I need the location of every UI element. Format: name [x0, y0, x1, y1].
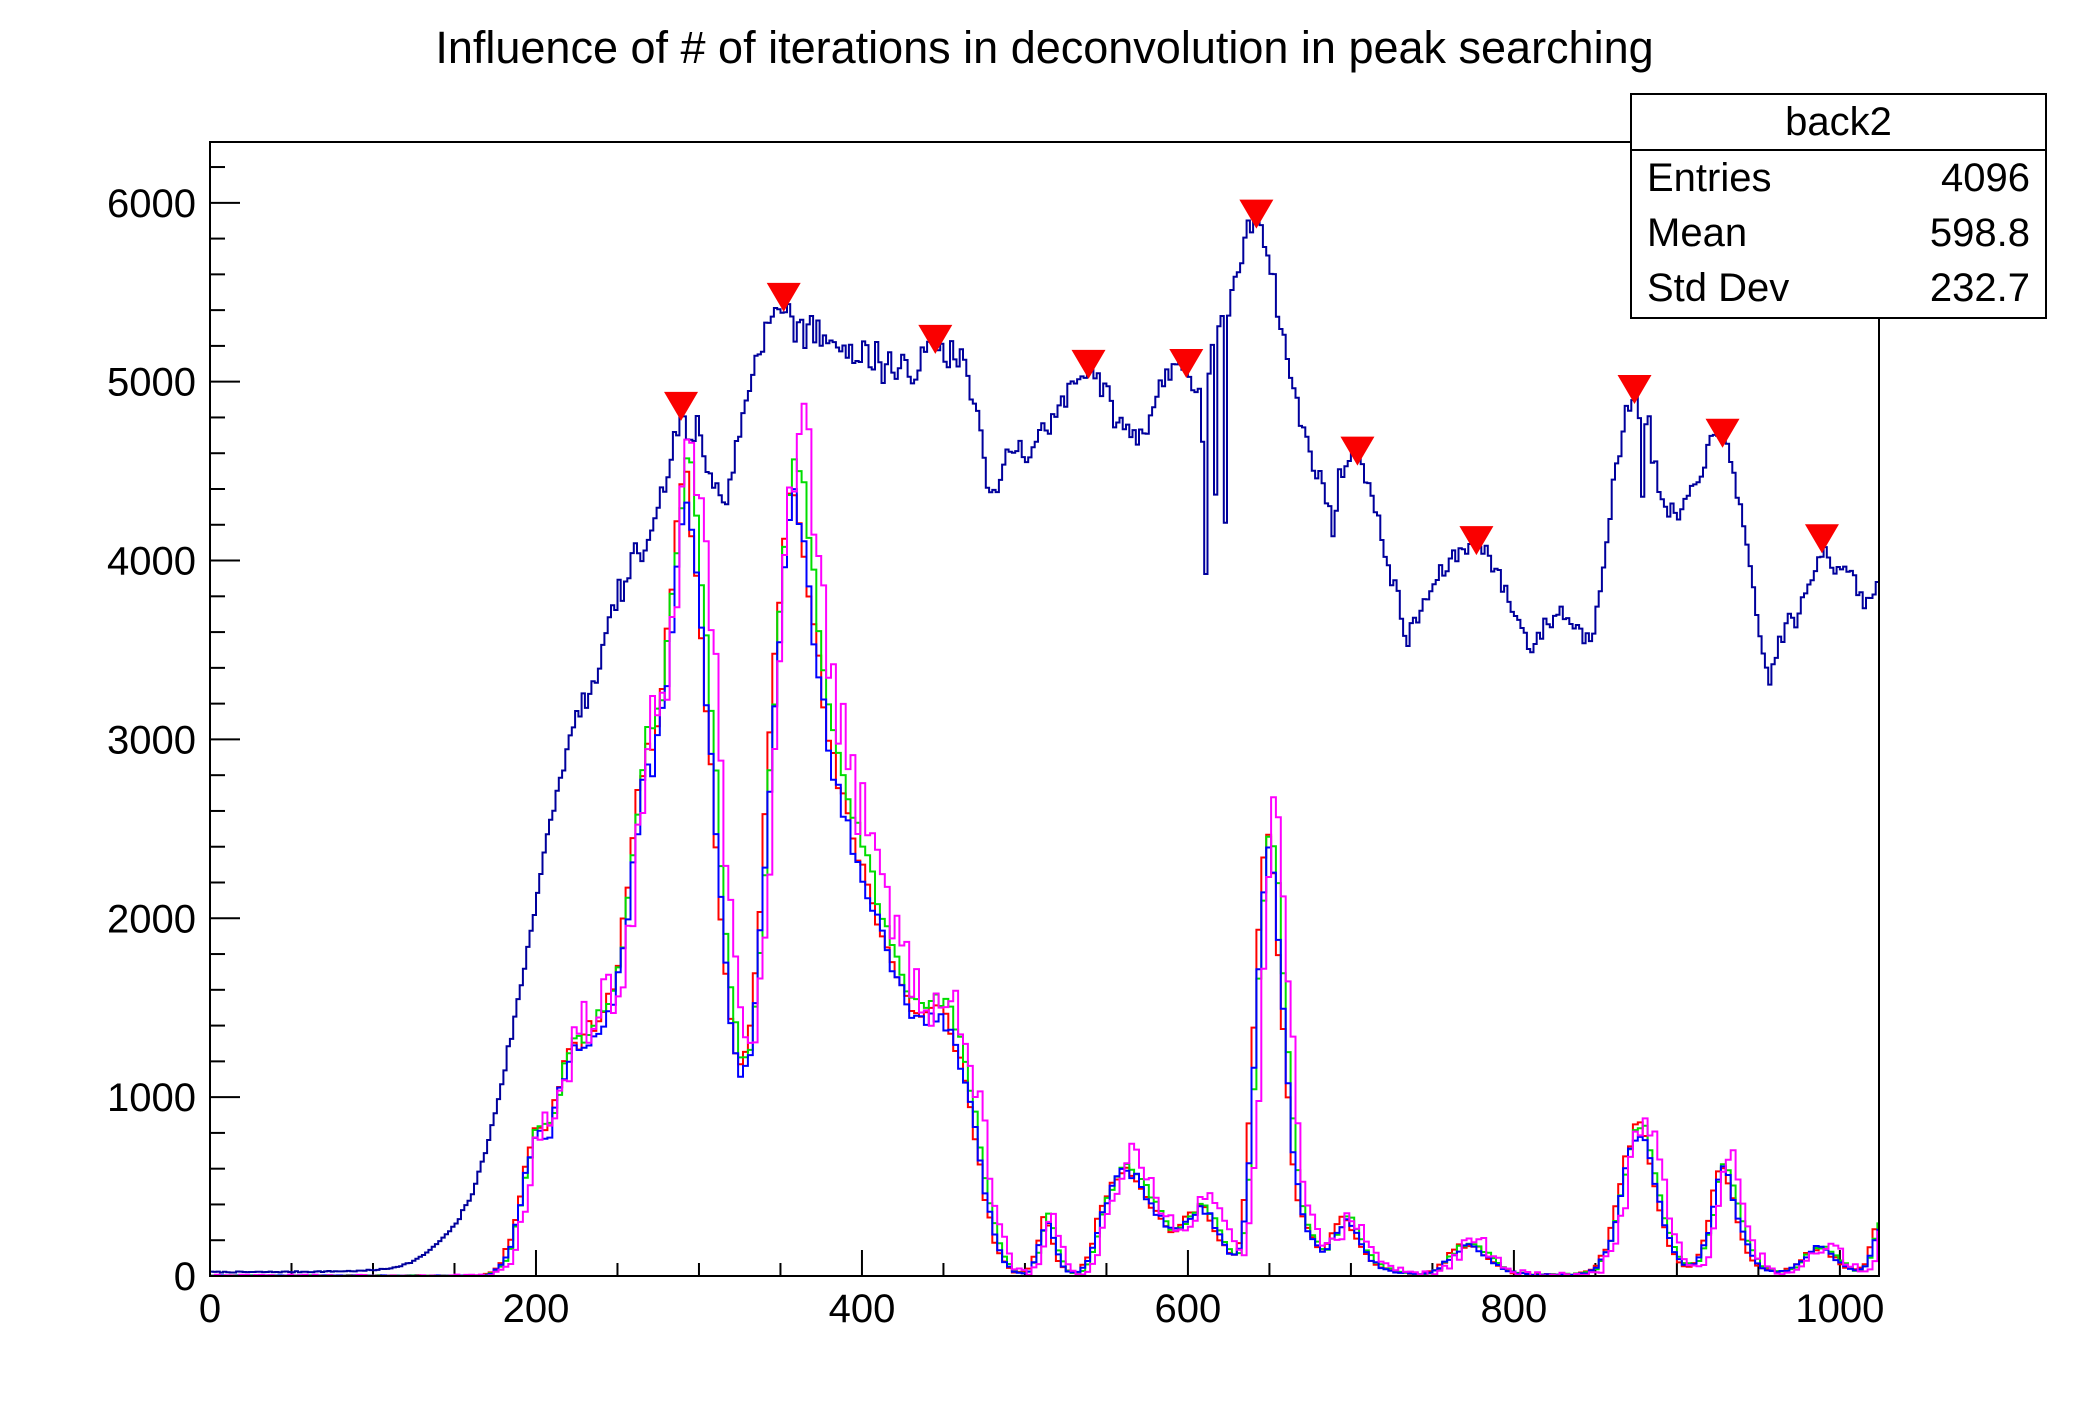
peak-marker-icon — [1804, 524, 1839, 554]
chart-title: Influence of # of iterations in deconvol… — [435, 22, 1654, 73]
stats-value-entries: 4096 — [1941, 156, 2030, 200]
peak-marker-icon — [1459, 526, 1494, 556]
stats-box-title: back2 — [1632, 95, 2045, 151]
stats-value-stddev: 232.7 — [1929, 266, 2030, 310]
series-line-back2-spectrum — [210, 217, 1879, 1274]
stats-label-mean: Mean — [1647, 211, 1748, 255]
x-tick-label: 800 — [1481, 1287, 1548, 1331]
x-tick-label: 600 — [1155, 1287, 1222, 1331]
peak-marker-icon — [766, 282, 801, 312]
stats-row-stddev: Std Dev 232.7 — [1632, 261, 2045, 316]
y-tick-label: 0 — [174, 1255, 196, 1299]
peak-marker-icon — [1239, 199, 1274, 229]
x-tick-label: 200 — [503, 1287, 570, 1331]
y-tick-label: 4000 — [107, 540, 196, 584]
series-line-deconvolution-4 — [210, 402, 1879, 1276]
plot-frame — [209, 141, 1880, 1277]
y-tick-label: 6000 — [107, 182, 196, 226]
peak-marker-icon — [1071, 349, 1106, 379]
y-tick-label: 3000 — [107, 718, 196, 762]
peak-marker-icon — [1340, 436, 1375, 466]
stats-row-mean: Mean 598.8 — [1632, 206, 2045, 261]
y-tick-label: 2000 — [107, 897, 196, 941]
peak-marker-icon — [1705, 418, 1740, 448]
stats-label-stddev: Std Dev — [1647, 266, 1790, 310]
stats-label-entries: Entries — [1647, 156, 1772, 200]
x-tick-label: 0 — [199, 1287, 221, 1331]
x-tick-label: 1000 — [1795, 1287, 1884, 1331]
peak-marker-icon — [918, 324, 953, 354]
stats-row-entries: Entries 4096 — [1632, 151, 2045, 206]
stats-value-mean: 598.8 — [1929, 211, 2030, 255]
x-tick-label: 400 — [829, 1287, 896, 1331]
peak-marker-icon — [1617, 374, 1652, 404]
stats-box: back2 Entries 4096 Mean 598.8 Std Dev 23… — [1630, 93, 2047, 319]
peak-marker-icon — [664, 391, 699, 421]
y-tick-label: 5000 — [107, 361, 196, 405]
peak-marker-icon — [1169, 349, 1204, 379]
y-tick-label: 1000 — [107, 1076, 196, 1120]
